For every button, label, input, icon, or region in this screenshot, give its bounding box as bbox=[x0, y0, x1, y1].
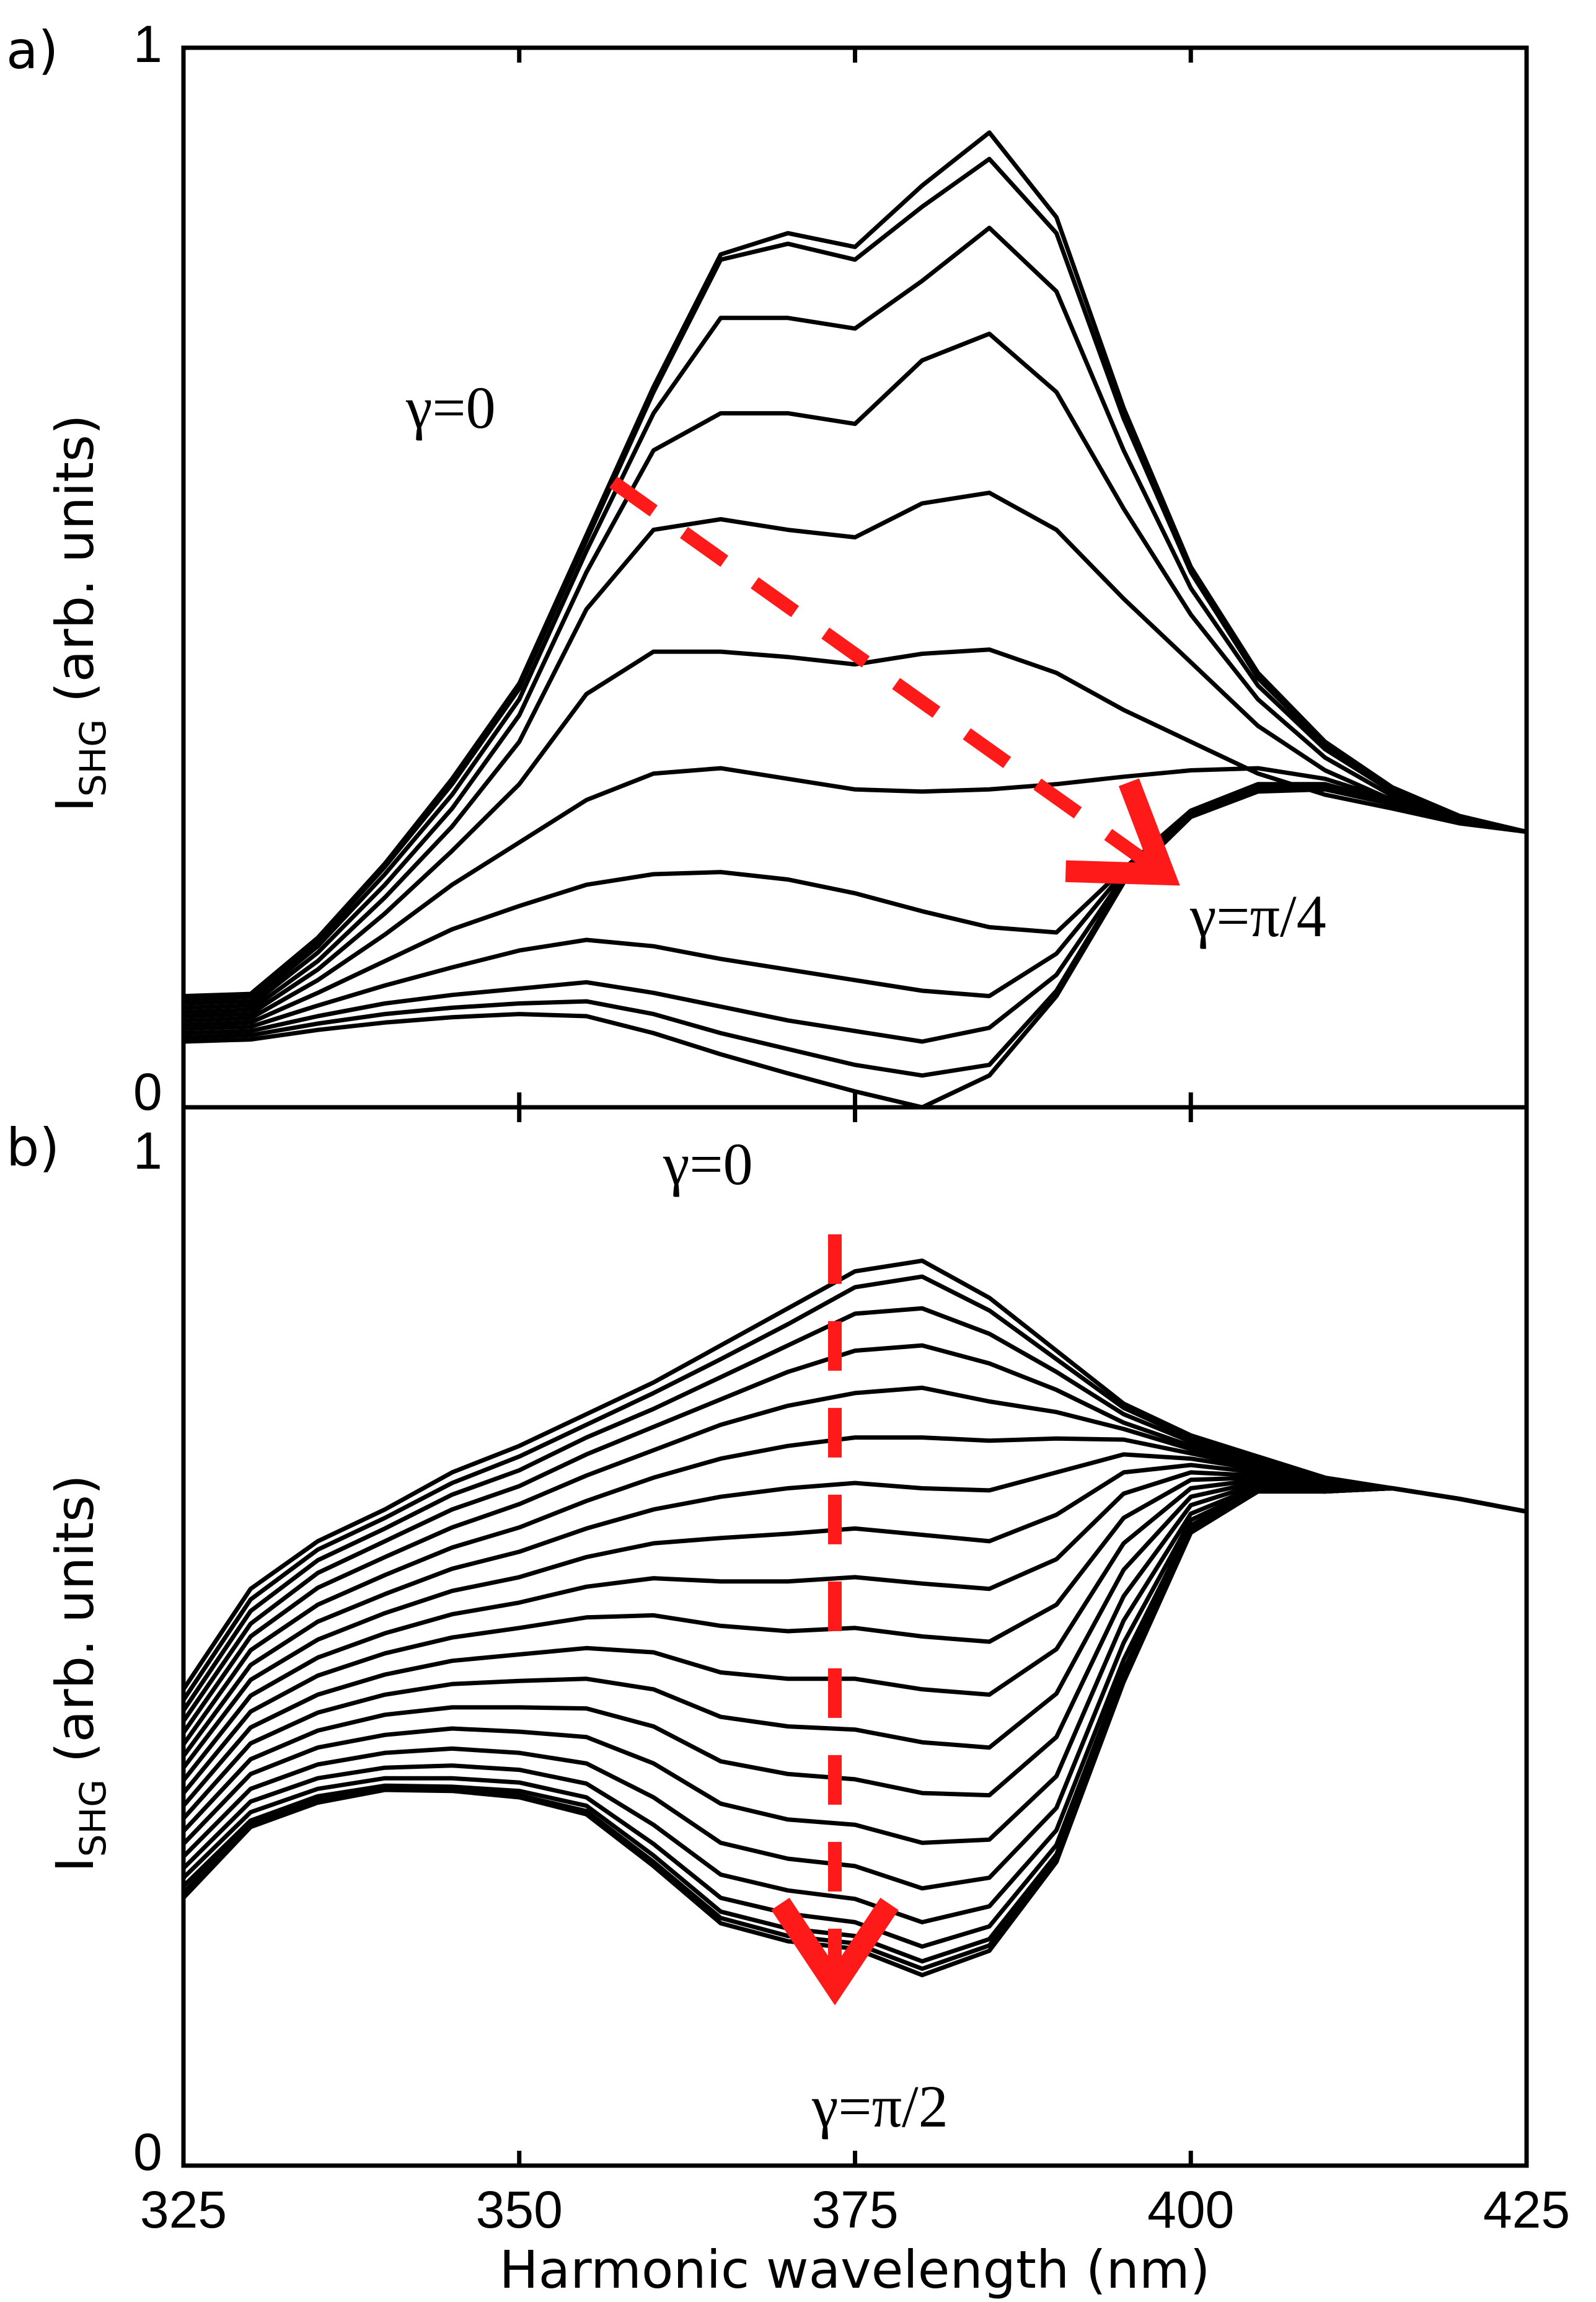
panel-b-series-4 bbox=[182, 1343, 1527, 1723]
panel-a: a) 1 0 ISHG (arb. units) γ=0 γ=π/4 bbox=[6, 15, 1529, 1121]
panel-b-series-15 bbox=[182, 1486, 1527, 1891]
panel-a-gamma-arrow bbox=[609, 476, 1180, 886]
panel-b-x-tick-label-425: 425 bbox=[1483, 2180, 1570, 2239]
panel-a-series-1 bbox=[183, 130, 1527, 999]
panel-b-series-7 bbox=[182, 1452, 1527, 1758]
panel-b-y-tick-bottom: 0 bbox=[133, 2123, 162, 2181]
panel-a-y-tick-bottom: 0 bbox=[133, 1063, 162, 1121]
panel-b-x-tick-label-375: 375 bbox=[811, 2180, 898, 2239]
panel-b-series-1 bbox=[182, 1259, 1527, 1691]
panel-a-series-12 bbox=[183, 787, 1527, 1110]
panel-b-x-tick-label-400: 400 bbox=[1147, 2180, 1234, 2239]
panel-b-y-tick-top: 1 bbox=[133, 1122, 162, 1180]
panel-b: b) 325 350 375 400 425 1 0 ISHG (arb. units)… bbox=[6, 1105, 1570, 2239]
panel-a-label: a) bbox=[6, 20, 58, 81]
panel-a-series-5 bbox=[183, 490, 1527, 1014]
panel-a-series-3 bbox=[183, 226, 1527, 1006]
panel-b-y-axis-label: ISHG (arb. units) bbox=[45, 1474, 114, 1872]
panel-a-annotation-gamma-0: γ=0 bbox=[405, 374, 496, 441]
panel-a-annotation-gamma-pi-4: γ=π/4 bbox=[1189, 883, 1326, 949]
panel-a-series-8 bbox=[183, 782, 1527, 1027]
panel-b-x-tick-label-325: 325 bbox=[140, 2180, 227, 2239]
panel-b-frame bbox=[181, 1105, 1529, 2168]
panel-a-y-axis-label: ISHG (arb. units) bbox=[45, 414, 114, 812]
panel-a-arrow bbox=[609, 476, 1180, 886]
x-axis-label: Harmonic wavelength (nm) bbox=[499, 2239, 1210, 2300]
panel-a-series-2 bbox=[183, 156, 1527, 1002]
panel-a-curves bbox=[183, 130, 1527, 1110]
panel-a-series-4 bbox=[183, 331, 1527, 1010]
panel-b-x-ticks bbox=[181, 1107, 1529, 2166]
panel-a-series-7 bbox=[183, 766, 1527, 1023]
panel-b-series-16 bbox=[182, 1486, 1527, 1924]
panel-a-x-ticks bbox=[181, 48, 1529, 1107]
panel-a-y-tick-top: 1 bbox=[133, 15, 162, 73]
panel-b-curves bbox=[182, 1259, 1527, 1978]
panel-b-annotation-gamma-0: γ=0 bbox=[663, 1131, 753, 1197]
panel-b-annotation-gamma-pi-2: γ=π/2 bbox=[811, 2073, 948, 2140]
panel-b-x-tick-label-350: 350 bbox=[476, 2180, 563, 2239]
panel-b-label: b) bbox=[6, 1117, 60, 1178]
panel-b-x-tick-labels: 325 350 375 400 425 bbox=[140, 2180, 1570, 2239]
